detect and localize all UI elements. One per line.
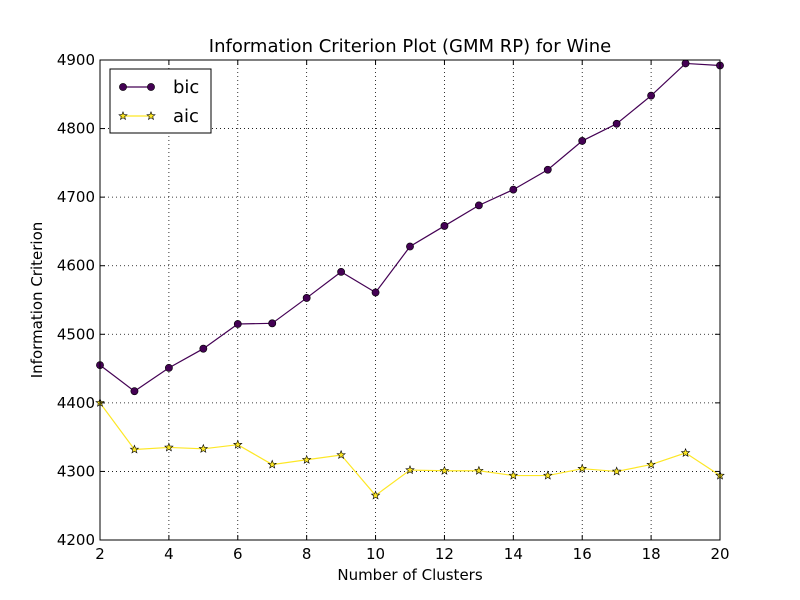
x-tick-label: 10 [366,545,385,563]
legend: bic aic [109,68,212,134]
legend-marker-bic [119,83,127,91]
data-point-bic [164,363,173,372]
x-tick-label: 4 [164,545,174,563]
data-point-bic [440,222,449,230]
data-point-aic [577,463,588,473]
series-aic [95,397,725,500]
data-point-bic [130,387,139,396]
data-point-bic [543,165,552,174]
data-point-aic [336,449,346,460]
data-point-aic [542,470,553,480]
y-axis-label: Information Criterion [28,222,46,379]
x-tick-label: 8 [302,545,312,563]
x-tick-label: 2 [95,545,105,563]
data-point-bic [647,91,656,100]
y-tick-label: 4200 [57,531,95,549]
data-point-bic [681,59,690,68]
data-point-aic [611,466,622,476]
ticks: 2 4 6 8 10 12 14 16 18 20 4200 4300 4400 4500 4600 4700… [57,51,730,563]
y-tick-label: 4500 [57,325,95,343]
data-point-aic [301,454,312,464]
data-point-bic [302,294,311,302]
y-tick-label: 4300 [57,462,95,480]
data-point-aic [232,439,243,449]
x-tick-label: 14 [504,545,523,563]
data-point-aic [439,465,450,475]
y-tick-label: 4400 [57,394,95,412]
y-tick-label: 4800 [57,120,95,138]
data-point-bic [268,319,277,328]
data-point-aic [370,490,381,500]
legend-marker-aic [146,110,156,121]
data-point-bic [337,267,346,276]
x-tick-label: 16 [573,545,592,563]
data-point-bic [509,185,518,194]
x-tick-label: 6 [233,545,243,563]
data-point-aic [646,459,656,469]
data-point-aic [129,444,140,454]
data-point-aic [474,465,484,475]
data-point-aic [164,442,174,452]
data-point-aic [198,443,209,453]
data-point-bic [474,201,483,210]
x-tick-label: 20 [710,545,729,563]
legend-label-bic: bic [173,77,199,98]
data-point-bic [233,320,242,328]
chart-title: Information Criterion Plot (GMM RP) for … [209,36,611,57]
legend-marker-aic [118,110,128,121]
legend-marker-bic [147,83,155,91]
legend-box [109,68,212,134]
data-point-aic [405,465,415,475]
y-tick-label: 4700 [57,188,95,206]
data-point-aic [267,459,278,469]
data-point-bic [578,137,587,145]
legend-label-aic: aic [173,106,199,127]
data-point-bic [199,344,208,353]
y-tick-label: 4900 [57,51,95,69]
data-point-bic [371,288,380,297]
data-point-bic [406,242,414,251]
data-point-aic [508,470,519,480]
x-tick-label: 12 [435,545,454,563]
x-tick-label: 18 [642,545,661,563]
data-point-bic [612,119,621,128]
series-bic [96,59,724,396]
series-layer [95,59,725,500]
data-point-aic [680,447,691,457]
y-tick-label: 4600 [57,257,95,275]
plot-frame [99,59,721,541]
x-axis-label: Number of Clusters [337,566,482,584]
